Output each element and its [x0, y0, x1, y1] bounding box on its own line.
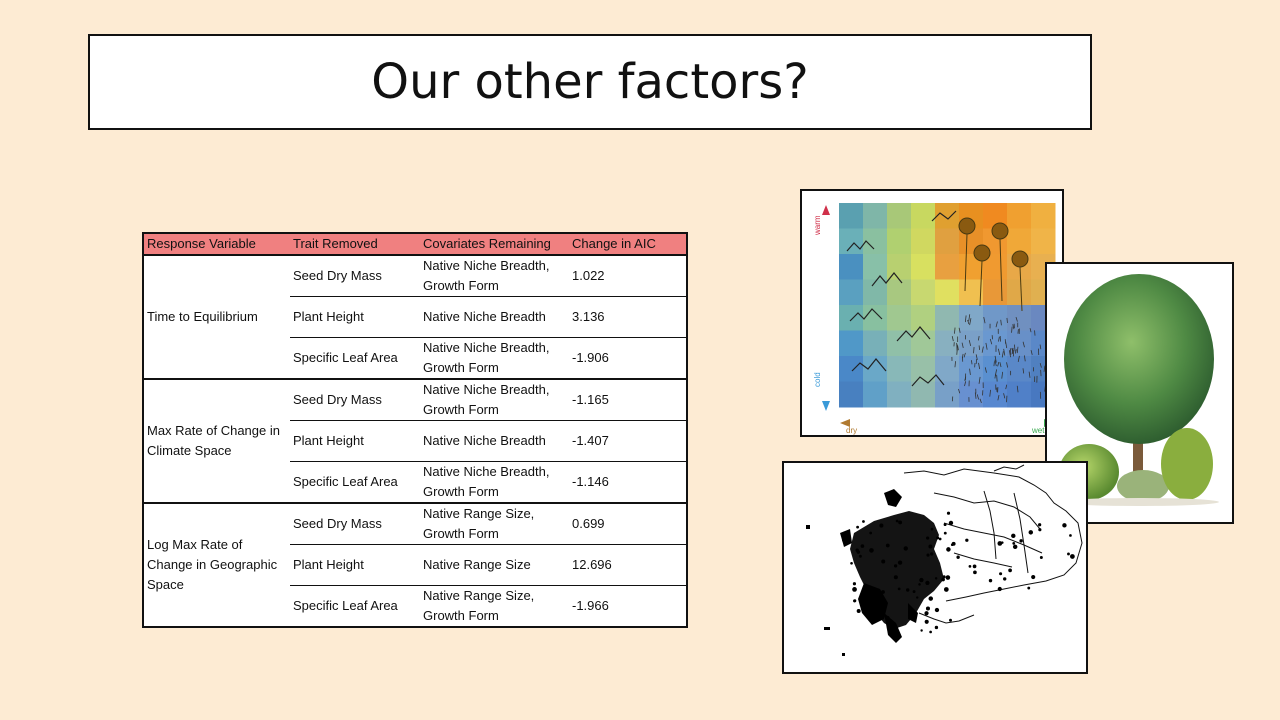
table-row: Plant Height Native Niche Breadth -1.407 [290, 421, 686, 462]
table-row: Plant Height Native Niche Breadth 3.136 [290, 297, 686, 338]
arrow-left-icon [840, 419, 850, 427]
covariates-cell: Native Niche Breadth, Growth Form [423, 340, 550, 375]
header-change-in-aic: Change in AIC [572, 236, 656, 251]
map-outlines [903, 464, 1083, 624]
covariates-cell: Native Range Size, Growth Form [423, 506, 535, 541]
climate-grid [839, 203, 1056, 408]
trait-cell: Seed Dry Mass [293, 516, 382, 531]
bush-right [1161, 428, 1213, 500]
warm-label: warm [813, 215, 822, 236]
trait-cell: Plant Height [293, 557, 364, 572]
europe-landmass [840, 489, 944, 643]
table-group: Log Max Rate of Change in Geographic Spa… [144, 504, 686, 626]
results-table: Response Variable Trait Removed Covariat… [142, 232, 688, 628]
table-row: Specific Leaf Area Native Niche Breadth,… [290, 338, 686, 378]
arrow-down-icon [822, 401, 830, 411]
mountain-drawings [846, 210, 957, 387]
trait-cell: Seed Dry Mass [293, 268, 382, 283]
trait-cell: Seed Dry Mass [293, 392, 382, 407]
aic-cell: -1.906 [572, 350, 609, 365]
aic-cell: 0.699 [572, 516, 605, 531]
bush-middle [1117, 470, 1169, 502]
header-trait-removed: Trait Removed [293, 236, 378, 251]
covariates-cell: Native Range Size, Growth Form [423, 588, 535, 623]
response-variable-cell: Max Rate of Change in Climate Space [147, 423, 280, 458]
grass-drawings [951, 314, 1051, 404]
trait-cell: Specific Leaf Area [293, 474, 398, 489]
aic-cell: 12.696 [572, 557, 612, 572]
wet-label: wet [1031, 426, 1045, 435]
aic-cell: -1.146 [572, 474, 609, 489]
header-response-variable: Response Variable [147, 236, 256, 251]
aic-cell: -1.966 [572, 598, 609, 613]
tree-illustration [1059, 274, 1219, 506]
response-variable-cell: Log Max Rate of Change in Geographic Spa… [147, 537, 278, 592]
aic-cell: -1.165 [572, 392, 609, 407]
trait-cell: Plant Height [293, 309, 364, 324]
table-row: Seed Dry Mass Native Niche Breadth, Grow… [290, 256, 686, 297]
aic-cell: -1.407 [572, 433, 609, 448]
table-row: Specific Leaf Area Native Range Size, Gr… [290, 586, 686, 626]
tree-crown [1064, 274, 1214, 444]
covariates-cell: Native Niche Breadth, Growth Form [423, 382, 550, 417]
header-covariates-remaining: Covariates Remaining [423, 236, 551, 251]
table-row: Seed Dry Mass Native Niche Breadth, Grow… [290, 380, 686, 421]
covariates-cell: Native Niche Breadth [423, 309, 546, 324]
covariates-cell: Native Niche Breadth [423, 433, 546, 448]
table-row: Plant Height Native Range Size 12.696 [290, 545, 686, 586]
cold-label: cold [813, 372, 822, 387]
table-row: Specific Leaf Area Native Niche Breadth,… [290, 462, 686, 502]
table-group: Max Rate of Change in Climate Space Seed… [144, 380, 686, 504]
title-box: Our other factors? [88, 34, 1092, 130]
climate-niche-image: warm cold dry wet [800, 189, 1064, 437]
covariates-cell: Native Range Size [423, 557, 531, 572]
sunflower-drawings [958, 217, 1029, 312]
arrow-up-icon [822, 205, 830, 215]
covariates-cell: Native Niche Breadth, Growth Form [423, 464, 550, 499]
trait-cell: Specific Leaf Area [293, 350, 398, 365]
table-row: Seed Dry Mass Native Range Size, Growth … [290, 504, 686, 545]
europe-occurrence-map [806, 464, 1083, 656]
response-variable-cell: Time to Equilibrium [147, 309, 258, 324]
aic-cell: 3.136 [572, 309, 605, 324]
slide-title: Our other factors? [371, 54, 809, 110]
trait-cell: Specific Leaf Area [293, 598, 398, 613]
occurrence-map-image [782, 461, 1088, 674]
aic-cell: 1.022 [572, 268, 605, 283]
occurrence-points [842, 511, 1075, 634]
table-group: Time to Equilibrium Seed Dry Mass Native… [144, 256, 686, 380]
trait-cell: Plant Height [293, 433, 364, 448]
tree-trunk [1133, 414, 1143, 489]
climate-niche-illustration: warm cold dry wet [813, 203, 1056, 435]
table-header-row: Response Variable Trait Removed Covariat… [144, 234, 686, 256]
dry-label: dry [846, 426, 857, 435]
covariates-cell: Native Niche Breadth, Growth Form [423, 258, 550, 293]
